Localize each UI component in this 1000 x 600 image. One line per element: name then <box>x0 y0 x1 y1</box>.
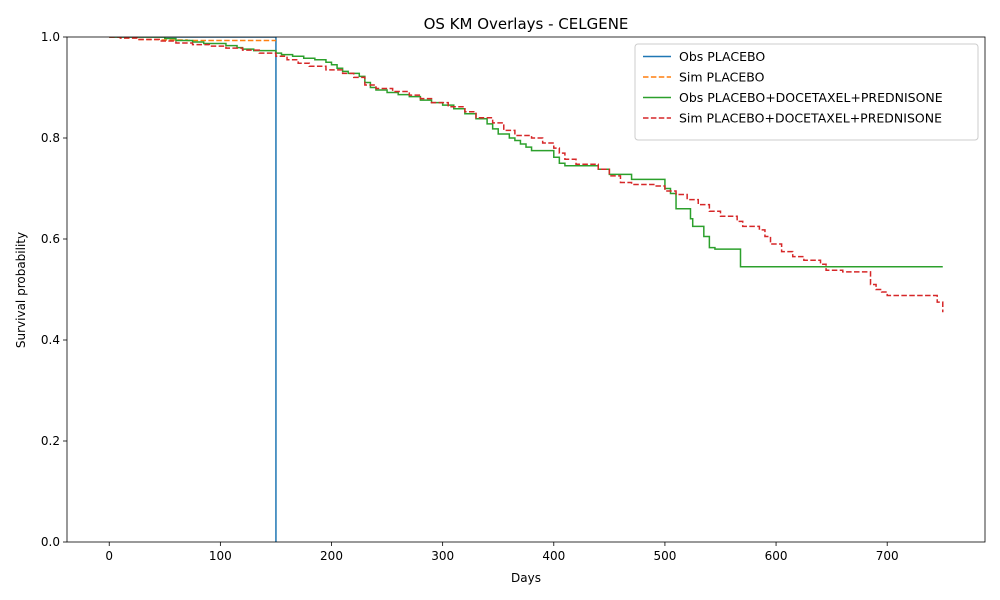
legend-box <box>634 43 979 141</box>
x-tick-label: 200 <box>320 549 343 563</box>
x-tick-label: 300 <box>431 549 454 563</box>
x-tick-label: 600 <box>765 549 788 563</box>
x-tick-label: 100 <box>209 549 232 563</box>
series-line-1 <box>109 37 277 542</box>
legend-label: Sim PLACEBO <box>679 70 765 85</box>
x-tick-label: 700 <box>876 549 899 563</box>
y-tick-label: 1.0 <box>41 30 60 44</box>
x-tick-label: 400 <box>542 549 565 563</box>
y-tick-label: 0.6 <box>41 232 60 246</box>
legend-label: Sim PLACEBO+DOCETAXEL+PREDNISONE <box>679 111 942 126</box>
x-tick-label: 0 <box>105 549 113 563</box>
series-line-4 <box>109 37 944 313</box>
legend: Obs PLACEBO Sim PLACEBO Obs PLACEBO+DOCETA… <box>634 43 979 141</box>
axes-frame <box>66 36 986 543</box>
plot-area <box>109 37 944 542</box>
y-tick-label: 0.4 <box>41 333 60 347</box>
series-lines <box>109 37 944 542</box>
y-tick-label: 0.2 <box>41 434 60 448</box>
y-axis-label: Survival probability <box>14 232 28 348</box>
legend-label: Obs PLACEBO+DOCETAXEL+PREDNISONE <box>679 90 943 105</box>
legend-label: Obs PLACEBO <box>679 49 765 64</box>
x-axis-label: Days <box>511 571 541 585</box>
chart-title: OS KM Overlays - CELGENE <box>424 15 629 33</box>
series-line-3 <box>109 37 943 268</box>
x-tick-label: 500 <box>653 549 676 563</box>
y-tick-label: 0.0 <box>41 535 60 549</box>
axes: 0 100 200 300 400 500 600 700 0.0 0.2 0.4 0.6 0.8 1.0 <box>41 30 986 563</box>
y-tick-label: 0.8 <box>41 131 60 145</box>
